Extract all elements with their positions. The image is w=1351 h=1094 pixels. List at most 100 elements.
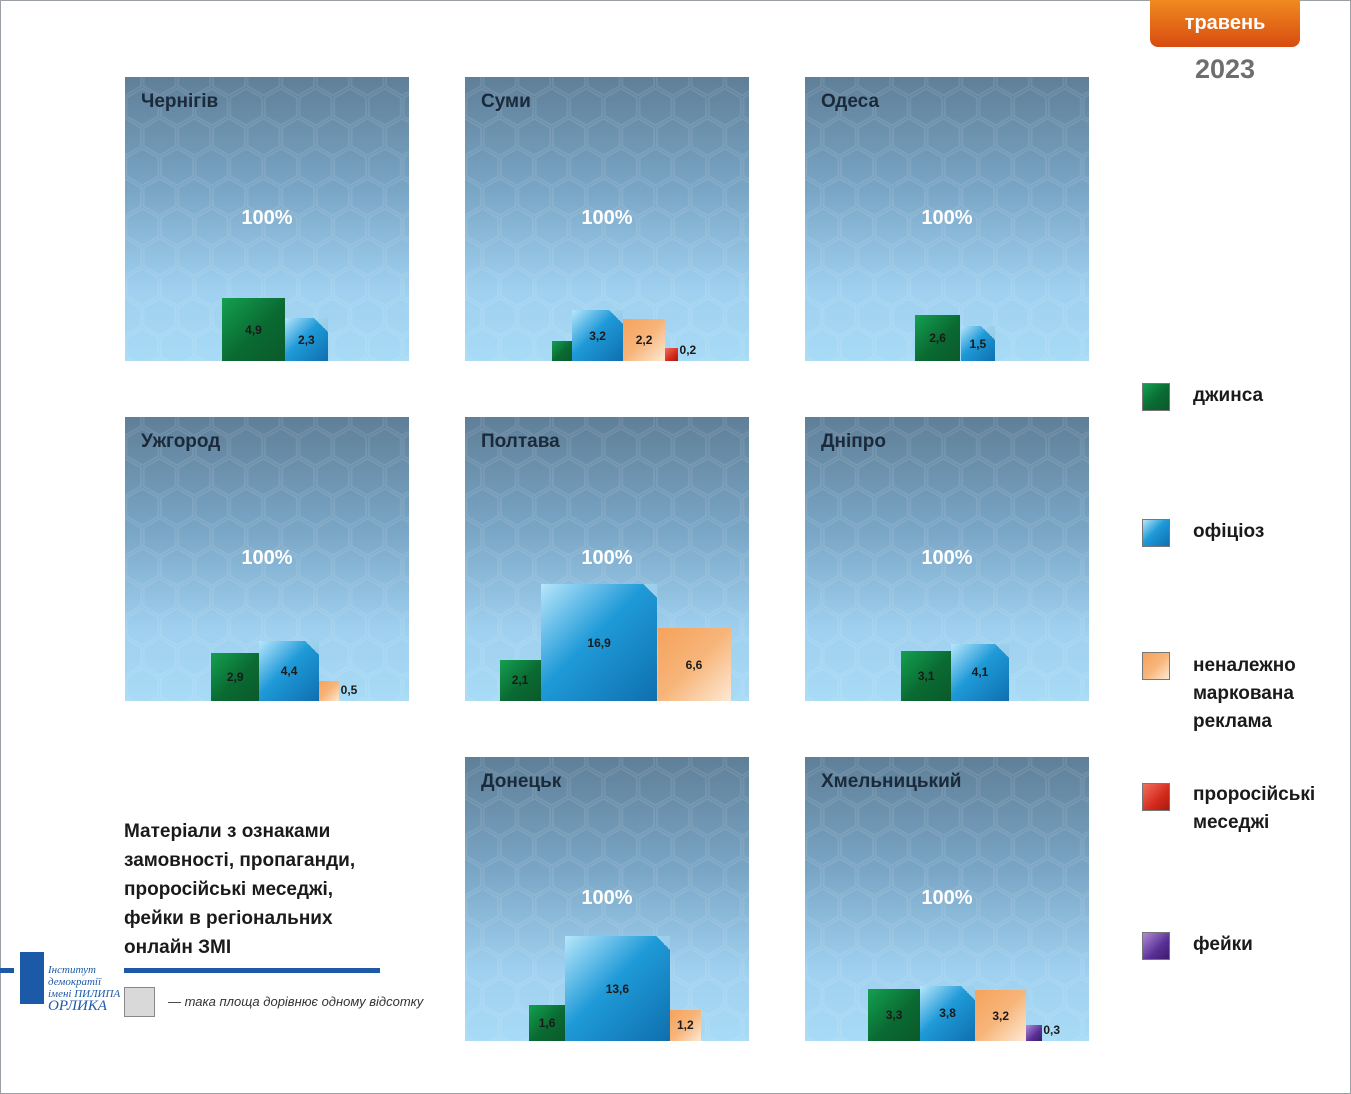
hex-cell bbox=[857, 797, 892, 837]
hex-cell bbox=[725, 417, 749, 437]
hex-cell bbox=[125, 177, 142, 217]
hex-cell bbox=[534, 827, 569, 867]
hex-cell bbox=[673, 487, 708, 527]
hex-cell bbox=[1013, 607, 1048, 647]
hex-cell bbox=[874, 887, 909, 927]
hex-cell bbox=[1030, 917, 1065, 957]
hex-cell bbox=[350, 177, 385, 217]
hex-cell bbox=[995, 517, 1030, 557]
hex-cell bbox=[125, 207, 160, 247]
hex-cell bbox=[482, 457, 517, 497]
hex-cell bbox=[655, 177, 690, 217]
hex-cell bbox=[822, 297, 857, 337]
data-label: 13,6 bbox=[605, 981, 630, 996]
hex-cell bbox=[194, 487, 229, 527]
hex-cell bbox=[482, 517, 517, 557]
hex-cell bbox=[805, 267, 840, 307]
hex-cell bbox=[943, 207, 978, 247]
hex-cell bbox=[350, 117, 385, 157]
hex-cell bbox=[805, 417, 822, 437]
hex-cell bbox=[534, 947, 569, 987]
hex-cell bbox=[840, 87, 874, 127]
hex-cell bbox=[655, 117, 690, 157]
hex-cell bbox=[465, 767, 500, 807]
hex-cell bbox=[1006, 357, 1019, 361]
hex-cell bbox=[534, 547, 569, 587]
hex-cell bbox=[805, 917, 822, 957]
hex-cell bbox=[638, 267, 673, 307]
hex-cell bbox=[125, 547, 160, 587]
hex-cell bbox=[995, 117, 1030, 157]
data-label: 1,5 bbox=[969, 336, 987, 351]
hex-cell bbox=[978, 827, 1013, 867]
chart-title: Хмельницький bbox=[821, 771, 962, 792]
hex-cell bbox=[1030, 637, 1065, 677]
hex-cell bbox=[961, 577, 996, 617]
hex-cell bbox=[212, 577, 246, 617]
hex-cell bbox=[1030, 297, 1065, 337]
hex-cell bbox=[725, 457, 749, 497]
hex-cell bbox=[552, 77, 586, 97]
hex-cell bbox=[857, 857, 892, 897]
hex-cell bbox=[1065, 117, 1089, 157]
hex-cell bbox=[638, 887, 673, 927]
hex-cell bbox=[465, 297, 482, 337]
hex-cell bbox=[465, 327, 500, 361]
data-label: 2,6 bbox=[929, 331, 946, 346]
hex-cell bbox=[534, 207, 569, 247]
hex-cell bbox=[125, 117, 142, 157]
hex-cell bbox=[1041, 1037, 1054, 1041]
hex-cell bbox=[465, 427, 500, 467]
hex-cell bbox=[638, 487, 673, 527]
full-square-label: 100% bbox=[581, 887, 633, 909]
hex-cell bbox=[840, 547, 874, 587]
hex-cell bbox=[840, 947, 874, 987]
hex-cell bbox=[742, 833, 749, 861]
hex-cell bbox=[926, 757, 961, 777]
legend-swatch-proros bbox=[1142, 783, 1170, 811]
data-label: 4,9 bbox=[245, 322, 262, 337]
hex-cell bbox=[655, 797, 690, 837]
hex-cell bbox=[517, 917, 552, 957]
hex-cell bbox=[892, 77, 926, 97]
hex-cell bbox=[1013, 767, 1048, 807]
hex-cell bbox=[586, 857, 621, 897]
hex-cell bbox=[160, 607, 194, 647]
hex-cell bbox=[742, 893, 749, 921]
hex-cell bbox=[1082, 153, 1089, 181]
caption-line: замовності, пропаганди, bbox=[124, 850, 356, 871]
hex-cell bbox=[690, 297, 725, 337]
hex-cell bbox=[1075, 697, 1089, 701]
hex-cell bbox=[690, 517, 725, 557]
hex-cell bbox=[465, 667, 500, 701]
hex-cell bbox=[465, 487, 500, 527]
hex-cell bbox=[1013, 487, 1048, 527]
bar-o bbox=[318, 680, 339, 701]
hex-cell bbox=[603, 147, 638, 187]
hex-cell bbox=[586, 417, 621, 437]
hex-cell bbox=[246, 77, 281, 97]
hex-cell bbox=[892, 457, 926, 497]
divider-line bbox=[0, 968, 380, 973]
institute-logo: Інститут демократії імені ПИЛИПА ОРЛИКА bbox=[14, 952, 124, 1014]
legend-label-reklama-line2: маркована bbox=[1193, 683, 1294, 704]
hex-cell bbox=[500, 207, 534, 247]
hex-cell bbox=[725, 237, 749, 277]
legend-label-reklama-line1: неналежно bbox=[1193, 655, 1296, 676]
hex-cell bbox=[534, 267, 569, 307]
hex-cell bbox=[367, 667, 402, 701]
hex-cell bbox=[367, 267, 402, 307]
hex-cell bbox=[822, 517, 857, 557]
hex-cell bbox=[805, 117, 822, 157]
hex-cell bbox=[742, 333, 749, 361]
bar-o bbox=[669, 1009, 701, 1041]
hex-cell bbox=[333, 87, 368, 127]
hex-cell bbox=[805, 547, 840, 587]
hex-cell bbox=[690, 457, 725, 497]
hex-cell bbox=[350, 237, 385, 277]
hex-cell bbox=[840, 607, 874, 647]
hex-cell bbox=[1065, 857, 1089, 897]
hex-cell bbox=[926, 417, 961, 437]
hex-cell bbox=[534, 767, 569, 807]
chart-panel: Ужгород 100% 2,9 4,4 0,5 bbox=[125, 417, 409, 701]
